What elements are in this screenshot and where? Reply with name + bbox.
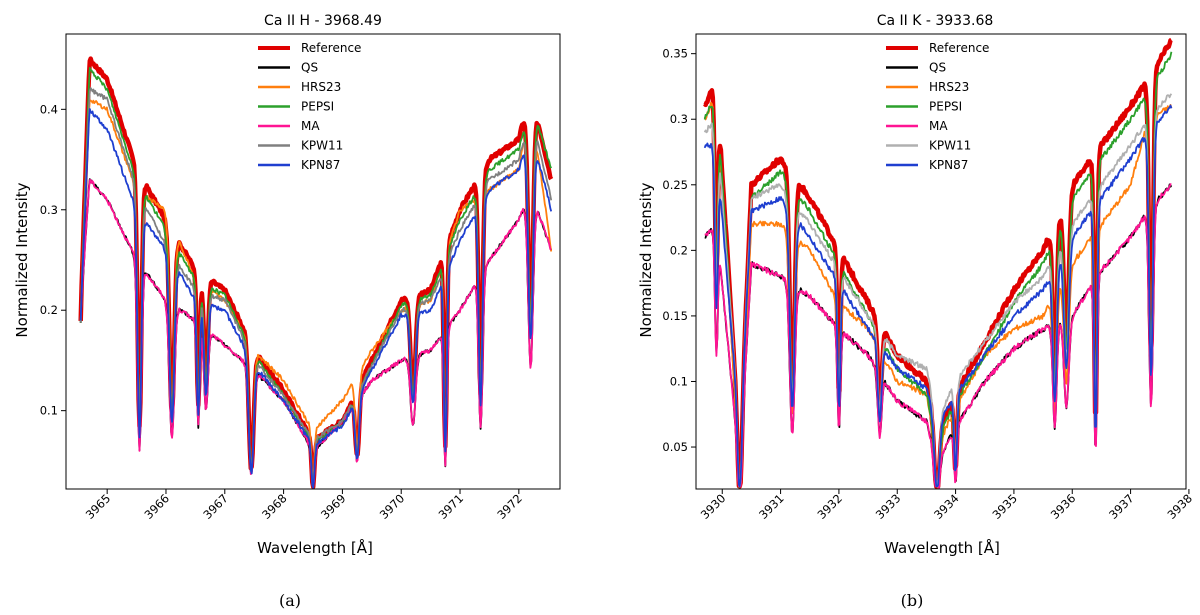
y-tick-label: 0.4 <box>40 102 58 116</box>
y-tick-label: 0.25 <box>662 178 688 192</box>
panel-caption: (a) <box>279 591 301 610</box>
legend: Reference QS HRS23 PEPSI MA KPW11 KPN87 <box>886 41 989 172</box>
legend-label: QS <box>929 61 946 75</box>
y-tick-label: 0.3 <box>40 203 58 217</box>
legend-label: QS <box>301 61 318 75</box>
legend: Reference QS HRS23 PEPSI MA KPW11 KPN87 <box>258 41 361 172</box>
legend-label: Reference <box>929 41 989 55</box>
panel-caption: (b) <box>901 591 924 610</box>
y-tick-label: 0.05 <box>662 440 688 454</box>
y-tick-label: 0.1 <box>40 404 58 418</box>
legend-label: Reference <box>301 41 361 55</box>
chart-title: Ca II K - 3933.68 <box>877 13 994 29</box>
chart-title: Ca II H - 3968.49 <box>264 13 382 29</box>
y-axis-label: Normalized Intensity <box>13 182 31 337</box>
legend-label: KPW11 <box>929 139 971 153</box>
series-line-kpn87 <box>703 104 1173 488</box>
y-tick-label: 0.2 <box>40 303 58 317</box>
plot-frame <box>65 33 561 490</box>
legend-label: MA <box>301 119 320 133</box>
x-axis-label: Wavelength [Å] <box>884 538 1000 557</box>
legend-label: PEPSI <box>929 100 962 114</box>
legend-label: KPN87 <box>929 158 968 172</box>
y-tick-label: 0.3 <box>670 112 688 126</box>
legend-label: HRS23 <box>929 80 969 94</box>
x-axis-label: Wavelength [Å] <box>257 538 373 557</box>
y-tick-label: 0.15 <box>662 309 688 323</box>
legend-label: HRS23 <box>301 80 341 94</box>
y-tick-label: 0.1 <box>670 374 688 388</box>
legend-label: PEPSI <box>301 100 334 114</box>
legend-label: KPW11 <box>301 139 343 153</box>
plot-frame <box>695 33 1187 490</box>
y-axis-label: Normalized Intensity <box>637 182 655 337</box>
legend-label: MA <box>929 119 948 133</box>
y-tick-label: 0.35 <box>662 47 688 61</box>
legend-label: KPN87 <box>301 158 340 172</box>
y-tick-label: 0.2 <box>670 243 688 257</box>
series-line-kpn87 <box>79 108 553 489</box>
